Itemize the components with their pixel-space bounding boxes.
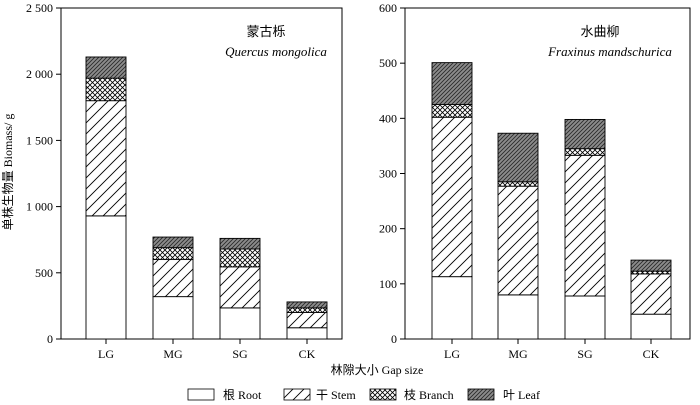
bar-sg-stem	[219, 266, 261, 309]
y-tick-label: 1 500	[26, 133, 53, 147]
legend-label-leaf: 叶 Leaf	[503, 388, 540, 402]
legend: 根 Root 干 Stem 枝 Branch 叶 Leaf	[187, 387, 540, 402]
bar-sg-leaf	[564, 118, 606, 150]
legend-swatch-root	[187, 388, 215, 401]
y-tick-label: 300	[379, 167, 397, 181]
bar-lg-stem	[431, 116, 473, 278]
bar-ck-root	[630, 313, 672, 340]
panel-quercus-mongolica: 0 500 1 000 1 500 2 000 2 500 LG MG SG CK 蒙古栎 Qu…	[0, 1, 343, 361]
y-tick-label: 200	[379, 222, 397, 236]
bars-right	[431, 62, 672, 340]
legend-label-root: 根 Root	[223, 388, 262, 402]
y-tick-label: 2 500	[26, 1, 53, 15]
legend-item-leaf: 叶 Leaf	[467, 388, 540, 402]
x-tick-label-mg: MG	[508, 347, 528, 361]
bar-mg-root	[497, 294, 539, 340]
legend-swatch-leaf	[467, 388, 495, 401]
bar-mg-leaf	[497, 132, 539, 183]
bar-sg-leaf	[219, 237, 261, 250]
y-tick-label: 100	[379, 277, 397, 291]
x-tick-label-ck: CK	[299, 347, 316, 361]
bar-sg-stem	[564, 154, 606, 297]
bar-ck-leaf	[630, 259, 672, 272]
x-tick-label-ck: CK	[643, 347, 660, 361]
y-tick-label: 0	[47, 332, 53, 346]
title-left: 蒙古栎	[246, 24, 285, 39]
bar-ck-stem	[630, 273, 672, 315]
bar-lg-branch	[431, 104, 473, 118]
legend-item-branch: 枝 Branch	[369, 387, 454, 402]
x-axis-label: 林隙大小 Gap size	[331, 363, 424, 377]
bar-lg-root	[431, 276, 473, 340]
y-tick-label: 400	[379, 111, 397, 125]
bar-sg-branch	[564, 148, 606, 156]
bar-sg-branch	[219, 248, 261, 268]
legend-label-stem: 干 Stem	[316, 388, 356, 402]
legend-item-root: 根 Root	[187, 388, 262, 402]
x-tick-label-sg: SG	[232, 347, 248, 361]
x-tick-label-mg: MG	[163, 347, 183, 361]
bar-lg-stem	[85, 100, 127, 217]
bar-ck-branch	[286, 307, 328, 313]
legend-label-branch: 枝 Branch	[404, 387, 454, 402]
x-axis-right: LG MG SG CK	[444, 339, 660, 361]
y-axis-right: 0 100 200 300 400 500 600	[379, 1, 405, 346]
legend-swatch-branch	[369, 388, 397, 401]
x-tick-label-sg: SG	[577, 347, 593, 361]
bar-ck-stem	[286, 312, 328, 329]
bar-mg-branch	[497, 181, 539, 187]
bar-ck-root	[286, 327, 328, 340]
bar-lg-root	[85, 215, 127, 340]
bars-left	[85, 56, 328, 340]
legend-item-stem: 干 Stem	[283, 388, 356, 402]
x-tick-label-lg: LG	[98, 347, 114, 361]
x-axis-left: LG MG SG CK	[98, 339, 316, 361]
y-tick-label: 2 000	[26, 67, 53, 81]
x-tick-label-lg: LG	[444, 347, 460, 361]
y-axis-left: 0 500 1 000 1 500 2 000 2 500	[26, 1, 61, 346]
plot-frame-left	[60, 7, 343, 340]
bar-sg-root	[219, 307, 261, 340]
title-right: 水曲柳	[580, 24, 619, 39]
y-tick-label: 500	[35, 266, 53, 280]
bar-mg-branch	[152, 247, 194, 261]
bar-ck-leaf	[286, 301, 328, 309]
subtitle-left: Quercus mongolica	[225, 44, 327, 59]
y-tick-label: 500	[379, 56, 397, 70]
bar-mg-stem	[497, 185, 539, 296]
bar-lg-branch	[85, 77, 127, 102]
y-axis-label: 单株生物量 Biomass/ g	[0, 114, 15, 231]
bar-sg-root	[564, 295, 606, 340]
bar-lg-leaf	[85, 56, 127, 79]
subtitle-right: Fraxinus mandschurica	[547, 44, 672, 59]
legend-swatch-stem	[283, 388, 311, 401]
panel-fraxinus-mandschurica: 0 100 200 300 400 500 600 LG MG SG CK 水曲柳 Fraxinu…	[379, 1, 691, 361]
bar-lg-leaf	[431, 62, 473, 105]
y-tick-label: 0	[391, 332, 397, 346]
bar-mg-root	[152, 296, 194, 340]
bar-mg-stem	[152, 259, 194, 298]
bar-mg-leaf	[152, 236, 194, 249]
y-tick-label: 1 000	[26, 200, 53, 214]
y-tick-label: 600	[379, 1, 397, 15]
